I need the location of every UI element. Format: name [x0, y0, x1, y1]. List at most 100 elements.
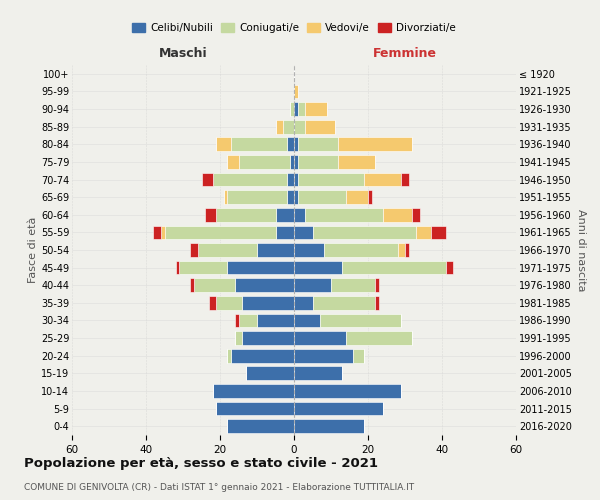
Bar: [246, 366, 294, 380]
Bar: [235, 331, 242, 345]
Bar: [205, 208, 217, 222]
Bar: [176, 260, 179, 274]
Bar: [294, 402, 383, 415]
Bar: [227, 190, 287, 204]
Bar: [398, 243, 405, 257]
Bar: [368, 190, 372, 204]
Bar: [298, 138, 338, 151]
Bar: [194, 278, 235, 292]
Bar: [294, 366, 342, 380]
Bar: [275, 208, 294, 222]
Bar: [431, 226, 446, 239]
Bar: [294, 120, 305, 134]
Bar: [231, 349, 294, 362]
Bar: [305, 208, 383, 222]
Bar: [275, 120, 283, 134]
Y-axis label: Anni di nascita: Anni di nascita: [575, 209, 586, 291]
Bar: [217, 402, 294, 415]
Bar: [283, 120, 294, 134]
Bar: [298, 102, 305, 116]
Legend: Celibi/Nubili, Coniugati/e, Vedovi/e, Divorziati/e: Celibi/Nubili, Coniugati/e, Vedovi/e, Di…: [128, 18, 460, 37]
Text: Femmine: Femmine: [373, 46, 437, 60]
Bar: [179, 260, 227, 274]
Bar: [164, 226, 275, 239]
Bar: [342, 260, 446, 274]
Bar: [275, 226, 294, 239]
Bar: [298, 172, 364, 186]
Bar: [376, 278, 379, 292]
Bar: [294, 84, 298, 98]
Bar: [235, 278, 294, 292]
Bar: [313, 296, 376, 310]
Bar: [346, 190, 368, 204]
Bar: [294, 314, 320, 328]
Bar: [294, 172, 298, 186]
Text: COMUNE DI GENIVOLTA (CR) - Dati ISTAT 1° gennaio 2021 - Elaborazione TUTTITALIA.: COMUNE DI GENIVOLTA (CR) - Dati ISTAT 1°…: [24, 482, 414, 492]
Bar: [294, 278, 331, 292]
Bar: [338, 138, 412, 151]
Bar: [190, 243, 198, 257]
Bar: [294, 208, 305, 222]
Bar: [294, 138, 298, 151]
Text: Popolazione per età, sesso e stato civile - 2021: Popolazione per età, sesso e stato civil…: [24, 458, 378, 470]
Bar: [294, 260, 342, 274]
Bar: [416, 226, 431, 239]
Bar: [305, 120, 335, 134]
Bar: [298, 190, 346, 204]
Bar: [212, 172, 287, 186]
Bar: [331, 278, 376, 292]
Bar: [239, 155, 290, 169]
Bar: [294, 226, 313, 239]
Bar: [287, 172, 294, 186]
Text: Maschi: Maschi: [158, 46, 208, 60]
Bar: [320, 314, 401, 328]
Bar: [212, 384, 294, 398]
Bar: [216, 138, 231, 151]
Bar: [154, 226, 161, 239]
Bar: [198, 243, 257, 257]
Bar: [242, 331, 294, 345]
Bar: [216, 296, 242, 310]
Bar: [294, 296, 313, 310]
Bar: [242, 296, 294, 310]
Bar: [446, 260, 453, 274]
Bar: [161, 226, 164, 239]
Y-axis label: Fasce di età: Fasce di età: [28, 217, 38, 283]
Bar: [294, 331, 346, 345]
Bar: [353, 349, 364, 362]
Bar: [294, 420, 364, 433]
Bar: [227, 349, 231, 362]
Bar: [305, 102, 328, 116]
Bar: [290, 155, 294, 169]
Bar: [294, 190, 298, 204]
Bar: [338, 155, 376, 169]
Bar: [190, 278, 194, 292]
Bar: [364, 172, 401, 186]
Bar: [313, 226, 416, 239]
Bar: [257, 314, 294, 328]
Bar: [401, 172, 409, 186]
Bar: [383, 208, 412, 222]
Bar: [376, 296, 379, 310]
Bar: [290, 102, 294, 116]
Bar: [287, 138, 294, 151]
Bar: [298, 155, 338, 169]
Bar: [202, 172, 212, 186]
Bar: [231, 138, 287, 151]
Bar: [287, 190, 294, 204]
Bar: [239, 314, 257, 328]
Bar: [224, 190, 227, 204]
Bar: [294, 384, 401, 398]
Bar: [412, 208, 420, 222]
Bar: [217, 208, 275, 222]
Bar: [294, 102, 298, 116]
Bar: [209, 296, 217, 310]
Bar: [257, 243, 294, 257]
Bar: [323, 243, 398, 257]
Bar: [294, 155, 298, 169]
Bar: [294, 243, 323, 257]
Bar: [294, 349, 353, 362]
Bar: [227, 260, 294, 274]
Bar: [227, 420, 294, 433]
Bar: [227, 155, 239, 169]
